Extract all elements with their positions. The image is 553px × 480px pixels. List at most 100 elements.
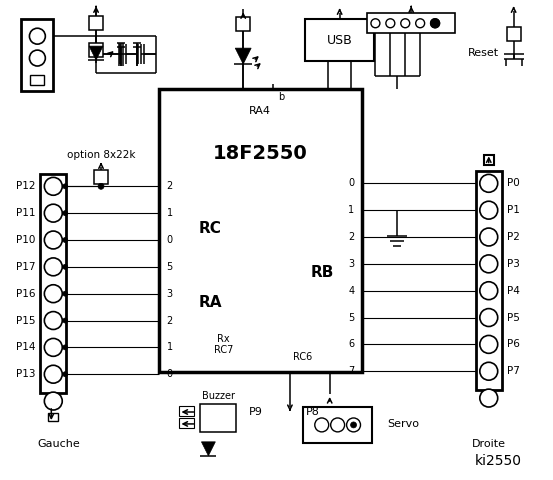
Text: P17: P17 xyxy=(16,262,35,272)
Circle shape xyxy=(29,28,45,44)
Text: P3: P3 xyxy=(507,259,519,269)
Text: RC6: RC6 xyxy=(293,352,312,362)
Text: P2: P2 xyxy=(507,232,519,242)
Circle shape xyxy=(386,19,395,28)
Text: P14: P14 xyxy=(16,342,35,352)
Text: 1: 1 xyxy=(166,342,173,352)
Text: P0: P0 xyxy=(507,179,519,188)
Circle shape xyxy=(44,312,62,329)
Circle shape xyxy=(480,174,498,192)
Text: Droite: Droite xyxy=(472,439,506,449)
Bar xyxy=(200,404,236,432)
Text: 2: 2 xyxy=(166,315,173,325)
Circle shape xyxy=(44,258,62,276)
Circle shape xyxy=(44,231,62,249)
Text: option 8x22k: option 8x22k xyxy=(67,151,135,160)
Circle shape xyxy=(431,19,440,28)
Text: 3: 3 xyxy=(166,288,173,299)
Circle shape xyxy=(416,19,425,28)
Circle shape xyxy=(44,365,62,383)
Circle shape xyxy=(62,264,67,269)
Polygon shape xyxy=(235,48,251,64)
Bar xyxy=(89,43,103,57)
Bar xyxy=(484,156,494,166)
Text: Gauche: Gauche xyxy=(37,439,80,449)
Circle shape xyxy=(44,392,62,410)
Circle shape xyxy=(62,184,67,189)
Bar xyxy=(30,75,44,85)
Text: 18F2550: 18F2550 xyxy=(213,144,307,163)
Circle shape xyxy=(62,238,67,242)
Circle shape xyxy=(480,228,498,246)
Text: Servo: Servo xyxy=(387,419,419,429)
Circle shape xyxy=(44,285,62,302)
Bar xyxy=(94,170,108,184)
Circle shape xyxy=(44,178,62,195)
Circle shape xyxy=(62,291,67,296)
Text: 2: 2 xyxy=(348,232,354,242)
Circle shape xyxy=(315,418,328,432)
Text: 1: 1 xyxy=(348,205,354,215)
Circle shape xyxy=(62,211,67,216)
Circle shape xyxy=(331,418,345,432)
Text: 1: 1 xyxy=(166,208,173,218)
Text: Reset: Reset xyxy=(468,48,499,58)
Bar xyxy=(507,27,520,41)
Text: USB: USB xyxy=(327,34,352,47)
Bar xyxy=(22,19,53,91)
Circle shape xyxy=(480,336,498,353)
Circle shape xyxy=(480,389,498,407)
Text: RB: RB xyxy=(311,265,335,280)
Circle shape xyxy=(480,201,498,219)
Circle shape xyxy=(62,345,67,350)
Circle shape xyxy=(62,318,67,323)
Polygon shape xyxy=(89,46,103,60)
Circle shape xyxy=(401,19,410,28)
Bar xyxy=(476,171,502,390)
Text: P12: P12 xyxy=(16,181,35,192)
Text: 0: 0 xyxy=(166,369,173,379)
Circle shape xyxy=(431,19,440,28)
Text: P11: P11 xyxy=(16,208,35,218)
Circle shape xyxy=(29,50,45,66)
Bar xyxy=(89,16,103,30)
Text: Buzzer: Buzzer xyxy=(202,391,235,401)
Text: P15: P15 xyxy=(16,315,35,325)
Text: b: b xyxy=(278,92,284,102)
Circle shape xyxy=(480,309,498,326)
Text: RC: RC xyxy=(199,221,222,236)
Polygon shape xyxy=(201,442,215,456)
Text: 5: 5 xyxy=(348,312,354,323)
Text: 4: 4 xyxy=(348,286,354,296)
Text: P5: P5 xyxy=(507,312,519,323)
Circle shape xyxy=(480,282,498,300)
Text: 7: 7 xyxy=(348,366,354,376)
Text: 5: 5 xyxy=(166,262,173,272)
Circle shape xyxy=(62,372,67,377)
Text: Rx: Rx xyxy=(217,335,229,345)
Text: P13: P13 xyxy=(16,369,35,379)
Bar xyxy=(179,406,195,416)
Bar xyxy=(303,407,372,443)
Text: P7: P7 xyxy=(507,366,519,376)
Text: P8: P8 xyxy=(306,407,320,417)
Circle shape xyxy=(44,204,62,222)
Bar xyxy=(305,19,374,61)
Circle shape xyxy=(98,183,104,189)
Text: P4: P4 xyxy=(507,286,519,296)
Bar xyxy=(159,89,363,372)
Text: P10: P10 xyxy=(16,235,35,245)
Bar xyxy=(368,13,455,33)
Text: 0: 0 xyxy=(166,235,173,245)
Text: P9: P9 xyxy=(249,407,263,417)
Text: P16: P16 xyxy=(16,288,35,299)
Circle shape xyxy=(347,418,361,432)
Circle shape xyxy=(44,338,62,356)
Text: RC7: RC7 xyxy=(213,345,233,355)
Text: P6: P6 xyxy=(507,339,519,349)
Bar xyxy=(236,17,250,31)
Text: 3: 3 xyxy=(348,259,354,269)
Bar xyxy=(40,174,66,393)
Circle shape xyxy=(480,362,498,380)
Text: 0: 0 xyxy=(348,179,354,188)
